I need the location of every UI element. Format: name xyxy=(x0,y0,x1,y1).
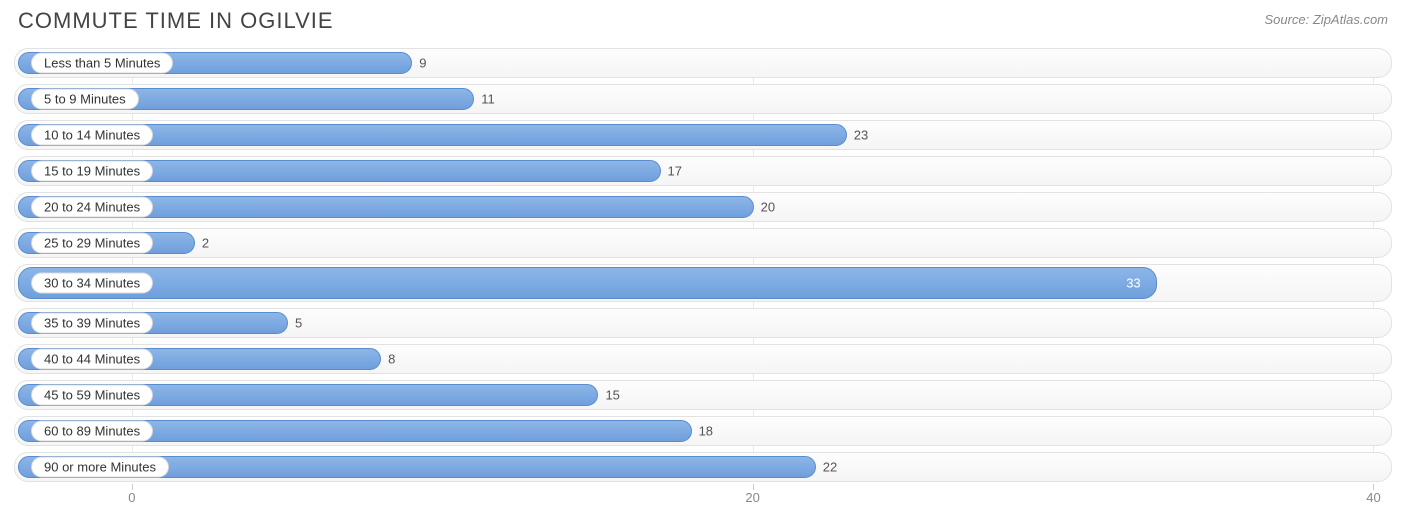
value-label: 23 xyxy=(854,128,868,143)
value-label: 2 xyxy=(202,236,209,251)
bar-row: 30 to 34 Minutes 33 xyxy=(14,264,1392,302)
value-label: 5 xyxy=(295,316,302,331)
axis-tick-label: 20 xyxy=(745,490,759,505)
bar-row: 5 to 9 Minutes 11 xyxy=(14,84,1392,114)
value-label: 20 xyxy=(761,200,775,215)
x-axis: 0 20 40 xyxy=(14,484,1392,508)
category-label: 15 to 19 Minutes xyxy=(31,161,153,182)
bar-row: 15 to 19 Minutes 17 xyxy=(14,156,1392,186)
category-label: 35 to 39 Minutes xyxy=(31,313,153,334)
bar-row: 10 to 14 Minutes 23 xyxy=(14,120,1392,150)
value-label: 15 xyxy=(605,388,619,403)
value-label: 22 xyxy=(823,460,837,475)
bar-row: 35 to 39 Minutes 5 xyxy=(14,308,1392,338)
chart-container: COMMUTE TIME IN OGILVIE Source: ZipAtlas… xyxy=(0,0,1406,523)
axis-tick-label: 0 xyxy=(128,490,135,505)
category-label: 45 to 59 Minutes xyxy=(31,385,153,406)
chart-rows: Less than 5 Minutes 9 5 to 9 Minutes 11 10 t… xyxy=(14,48,1392,482)
bar-row: 20 to 24 Minutes 20 xyxy=(14,192,1392,222)
value-label: 8 xyxy=(388,352,395,367)
category-label: 90 or more Minutes xyxy=(31,457,169,478)
chart-header: COMMUTE TIME IN OGILVIE Source: ZipAtlas… xyxy=(14,8,1392,34)
chart-source: Source: ZipAtlas.com xyxy=(1264,8,1388,27)
category-label: 10 to 14 Minutes xyxy=(31,125,153,146)
bar-row: 60 to 89 Minutes 18 xyxy=(14,416,1392,446)
chart-area: Less than 5 Minutes 9 5 to 9 Minutes 11 10 t… xyxy=(14,48,1392,480)
bar-row: 90 or more Minutes 22 xyxy=(14,452,1392,482)
category-label: 40 to 44 Minutes xyxy=(31,349,153,370)
bar-row: 45 to 59 Minutes 15 xyxy=(14,380,1392,410)
axis-tick-label: 40 xyxy=(1366,490,1380,505)
value-label: 11 xyxy=(481,92,495,107)
bar-row: 40 to 44 Minutes 8 xyxy=(14,344,1392,374)
chart-title: COMMUTE TIME IN OGILVIE xyxy=(18,8,334,34)
bar-row: 25 to 29 Minutes 2 xyxy=(14,228,1392,258)
category-label: Less than 5 Minutes xyxy=(31,53,173,74)
category-label: 25 to 29 Minutes xyxy=(31,233,153,254)
category-label: 5 to 9 Minutes xyxy=(31,89,139,110)
category-label: 20 to 24 Minutes xyxy=(31,197,153,218)
bar-row: Less than 5 Minutes 9 xyxy=(14,48,1392,78)
value-label: 18 xyxy=(699,424,713,439)
category-label: 30 to 34 Minutes xyxy=(31,273,153,294)
bar xyxy=(18,267,1157,299)
value-label: 9 xyxy=(419,56,426,71)
value-label: 17 xyxy=(668,164,682,179)
category-label: 60 to 89 Minutes xyxy=(31,421,153,442)
value-label: 33 xyxy=(1126,276,1140,291)
